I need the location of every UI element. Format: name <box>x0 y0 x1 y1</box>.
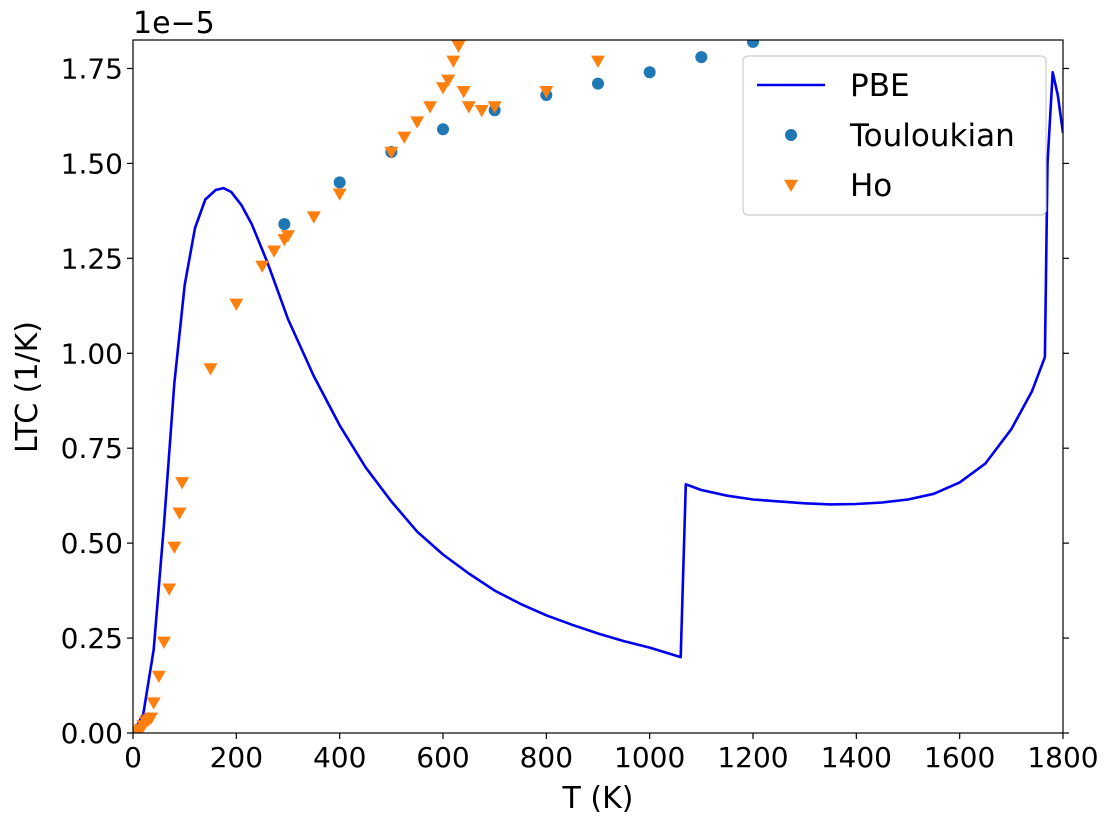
ho-point <box>281 230 295 243</box>
touloukian-point <box>333 176 346 189</box>
legend-box <box>742 55 1047 216</box>
ho-point <box>146 697 161 710</box>
y-axis: 0.00 0.25 0.50 0.75 1.00 1.25 1.50 1.75 <box>61 52 1069 750</box>
legend-swatch <box>784 179 798 192</box>
touloukian-point <box>278 218 291 231</box>
x-tick-label: 600 <box>416 741 469 774</box>
ho-point <box>456 86 471 99</box>
ho-point <box>175 477 190 490</box>
ho-point <box>474 104 489 118</box>
x-tick-label: 1000 <box>614 741 685 774</box>
ho-point <box>151 670 166 684</box>
touloukian-point <box>695 51 708 64</box>
ho-point <box>436 82 450 95</box>
series-pbe <box>133 71 1063 733</box>
ho-point <box>410 116 425 129</box>
touloukian-point <box>643 66 656 79</box>
x-axis: 0 200 400 600 800 1000 1200 1400 1600 1800 <box>124 733 1099 774</box>
y-tick-label: 1.25 <box>61 242 123 275</box>
ho-point <box>487 101 502 114</box>
ho-point <box>167 541 182 554</box>
x-axis-label: T (K) <box>562 781 634 816</box>
x-tick-label: 1800 <box>1027 741 1098 774</box>
ho-point <box>539 86 554 99</box>
ho-point <box>332 188 347 201</box>
ho-point <box>144 712 159 725</box>
ho-point <box>172 507 187 520</box>
y-tick-label: 1.00 <box>61 337 123 370</box>
ho-point <box>162 583 177 596</box>
ho-point <box>591 55 605 68</box>
legend: PBE Touloukian Ho <box>742 55 1047 216</box>
ho-point <box>384 146 399 160</box>
x-tick-label: 400 <box>313 741 366 774</box>
series-layer <box>133 40 1063 733</box>
ho-point <box>267 245 282 258</box>
x-tick-label: 200 <box>210 741 263 774</box>
ho-point <box>229 298 244 311</box>
legend-item-touloukian: Touloukian <box>785 118 1015 154</box>
series-ho <box>133 40 605 733</box>
ho-point <box>446 55 461 68</box>
touloukian-point <box>592 77 604 90</box>
y-tick-label: 1.75 <box>61 52 123 85</box>
x-tick-label: 1600 <box>924 741 995 774</box>
legend-label: PBE <box>850 68 910 104</box>
x-tick-label: 0 <box>124 741 142 774</box>
ho-point <box>203 363 218 376</box>
legend-label: Ho <box>850 168 892 204</box>
x-tick-label: 800 <box>520 741 573 774</box>
y-axis-label: LTC (1/K) <box>10 321 45 453</box>
legend-item-ho: Ho <box>784 168 892 204</box>
touloukian-point <box>747 40 759 48</box>
ho-point <box>397 131 412 144</box>
y-tick-label: 0.25 <box>61 622 123 655</box>
y-tick-label: 0.00 <box>61 717 123 750</box>
legend-item-pbe: PBE <box>757 68 910 104</box>
legend-swatch <box>785 129 797 141</box>
pbe-line <box>133 71 1063 733</box>
ho-point <box>423 101 438 114</box>
y-tick-label: 0.75 <box>61 432 123 465</box>
ho-point <box>306 211 321 224</box>
ho-point <box>451 40 466 53</box>
y-tick-label: 0.50 <box>61 527 123 560</box>
ho-point <box>157 636 171 649</box>
y-offset-label: 1e−5 <box>133 6 215 41</box>
ho-point <box>255 260 270 273</box>
ho-point <box>441 74 456 87</box>
x-tick-label: 1200 <box>717 741 788 774</box>
y-tick-label: 1.50 <box>61 147 123 180</box>
plot-frame <box>132 39 1064 734</box>
x-tick-label: 1400 <box>821 741 892 774</box>
ho-point <box>461 101 476 114</box>
touloukian-point <box>437 123 449 136</box>
legend-label: Touloukian <box>849 118 1015 154</box>
